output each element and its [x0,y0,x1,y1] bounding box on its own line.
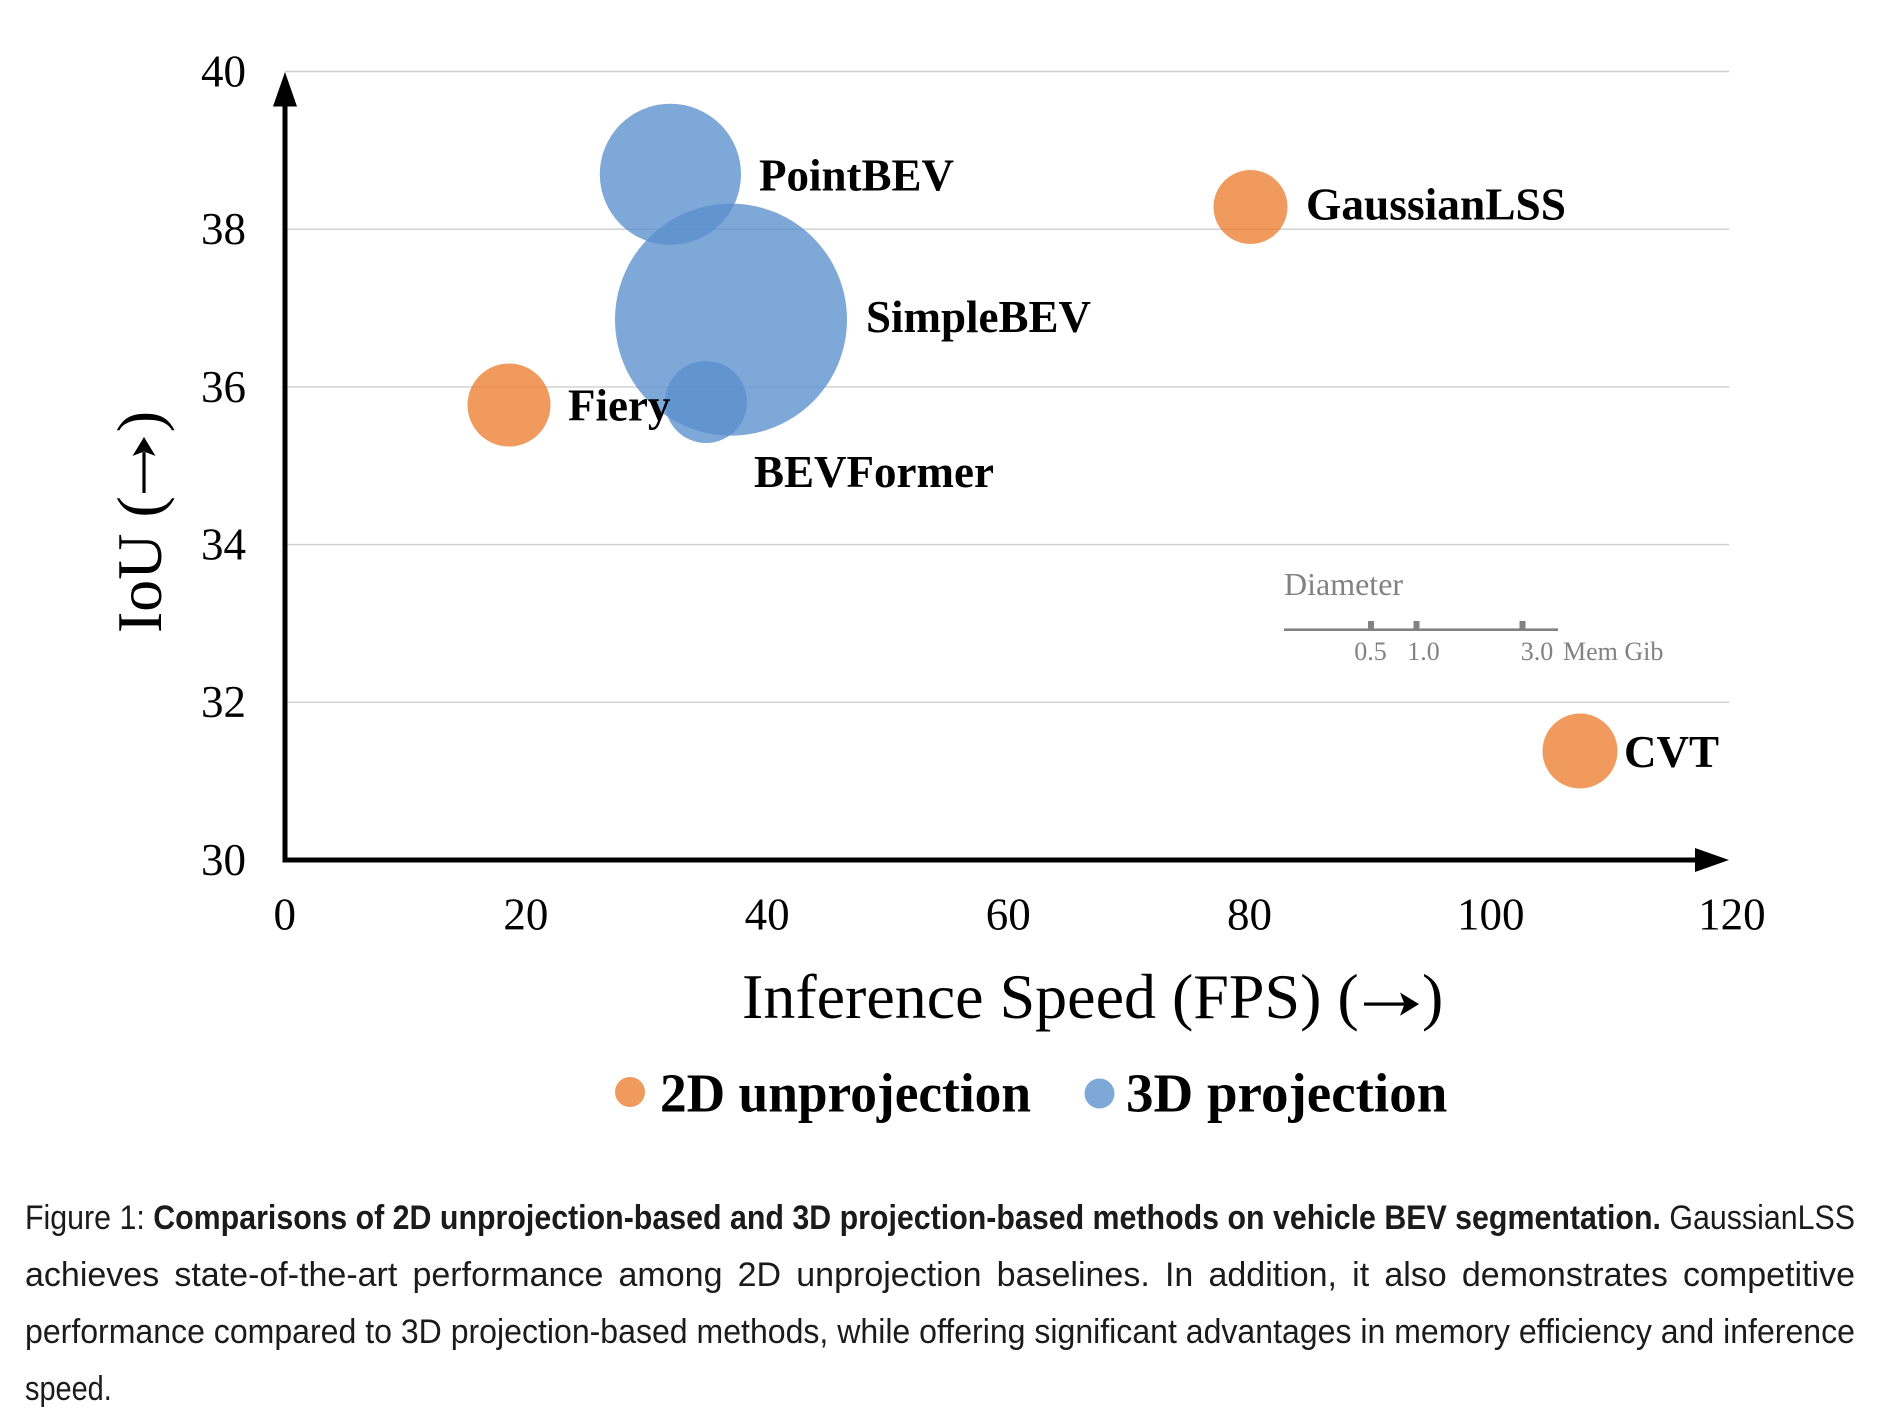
svg-text:Diameter: Diameter [1284,566,1403,602]
svg-text:38: 38 [201,204,246,254]
svg-text:1.0: 1.0 [1407,637,1440,666]
svg-text:0: 0 [273,890,296,940]
svg-text:): ) [1422,961,1443,1032]
svg-text:34: 34 [201,520,246,570]
svg-text:100: 100 [1457,890,1525,940]
svg-text:120: 120 [1698,890,1766,940]
svg-text:32: 32 [201,677,246,727]
svg-text:36: 36 [201,362,246,412]
svg-text:30: 30 [201,835,246,885]
svg-text:IoU (: IoU ( [104,496,175,633]
svg-text:GaussianLSS: GaussianLSS [1306,180,1566,230]
svg-text:BEVFormer: BEVFormer [754,447,994,497]
svg-text:3D projection: 3D projection [1126,1063,1447,1124]
svg-text:PointBEV: PointBEV [759,150,954,200]
svg-text:2D unprojection: 2D unprojection [660,1063,1031,1124]
svg-text:SimpleBEV: SimpleBEV [866,292,1091,342]
svg-text:60: 60 [986,890,1031,940]
svg-text:3.0: 3.0 [1521,637,1554,666]
svg-text:40: 40 [201,46,246,96]
svg-text:Mem Gib: Mem Gib [1563,637,1663,666]
svg-text:80: 80 [1227,890,1272,940]
svg-text:CVT: CVT [1624,727,1719,777]
svg-text:0.5: 0.5 [1354,637,1387,666]
svg-text:Inference Speed (FPS) (: Inference Speed (FPS) ( [742,961,1359,1032]
svg-text:40: 40 [745,890,790,940]
svg-text:Fiery: Fiery [568,381,671,431]
svg-text:20: 20 [503,890,548,940]
svg-text:): ) [104,411,175,432]
